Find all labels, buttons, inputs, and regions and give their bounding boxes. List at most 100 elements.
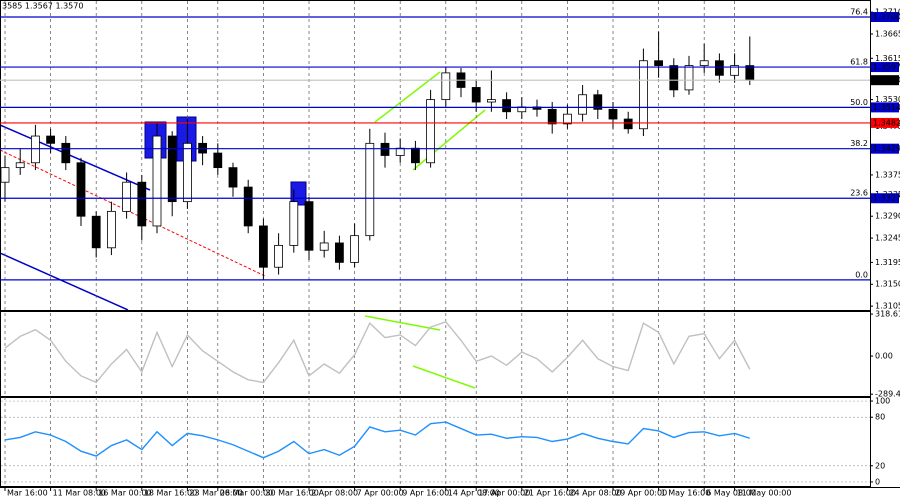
trend-line (0, 252, 129, 311)
candle-body (182, 142, 192, 203)
fib-label: 23.6 (850, 189, 868, 198)
candle-body (441, 72, 451, 101)
candle-body (639, 60, 648, 130)
candle-body (61, 142, 71, 164)
y-tick-label: 1.3530 (875, 95, 900, 104)
candle-body (608, 108, 618, 120)
price-box-label: 1.3514 (873, 103, 900, 112)
candle-body (578, 94, 587, 115)
x-tick-label: 6 May 08:00 (706, 489, 756, 498)
candle-body (730, 65, 739, 76)
y-tick-label: 0 (875, 477, 880, 486)
candle-body (380, 142, 390, 156)
trend-line (0, 149, 266, 277)
price-box (871, 117, 899, 128)
candle-body (563, 113, 572, 125)
fib-label: 38.2 (850, 139, 868, 148)
candle-body (395, 147, 405, 156)
price-box (871, 102, 899, 113)
divergence-line (364, 315, 441, 331)
candle-body (410, 147, 420, 164)
x-tick-label: 21 Apr 16:00 (524, 489, 576, 498)
candle-body (502, 99, 512, 113)
x-tick-label: 30 Mar 16:00 (265, 489, 318, 498)
trend-line (0, 124, 151, 191)
x-tick-label: 24 Apr 08:00 (569, 489, 621, 498)
price-box (871, 75, 899, 86)
panel-frame (0, 0, 871, 311)
candle-body (684, 65, 694, 91)
zone-box (290, 181, 307, 206)
indicator-line (4, 320, 751, 384)
candle-body (623, 118, 633, 130)
candle-body (258, 225, 268, 268)
fib-label: 0.0 (855, 270, 868, 279)
candle-body (274, 244, 284, 268)
x-tick-label: 16 Mar 00:00 (98, 489, 151, 498)
y-tick-label: 1.3290 (875, 212, 900, 221)
candle-body (137, 181, 147, 227)
x-tick-label: 18 Mar 16:00 (144, 489, 197, 498)
candle-body (654, 60, 663, 66)
candle-body (152, 135, 162, 227)
y-tick-label: 318.6161 (875, 310, 900, 319)
x-tick-label: 1 May 16:00 (661, 489, 711, 498)
y-tick-label: 1.3195 (875, 258, 900, 267)
price-box-label: 1.3570 (873, 76, 900, 85)
y-tick-label: 1.3150 (875, 280, 900, 289)
price-box-label: 1.3700 (873, 13, 900, 22)
y-tick-label: 1.3245 (875, 234, 900, 243)
y-tick-label: 20 (875, 461, 885, 470)
x-tick-label: 11 May 00:00 (737, 489, 792, 498)
price-box (871, 12, 899, 23)
price-box (871, 62, 899, 73)
y-tick-label: -289.493 (875, 390, 900, 399)
candle-body (334, 242, 344, 263)
y-tick-label: 1.3375 (875, 170, 900, 179)
candle-body (365, 142, 375, 237)
candle-body (547, 108, 557, 125)
y-tick-label: 1.3665 (875, 30, 900, 39)
x-tick-label: 17 Apr 00:00 (478, 489, 530, 498)
candle-body (745, 65, 755, 81)
candle-body (76, 162, 86, 217)
panel-frame (0, 311, 871, 397)
price-box-label: 1.3327 (873, 194, 900, 203)
candle-body (15, 162, 25, 169)
candle-body (243, 186, 253, 227)
candle-body (669, 65, 679, 91)
candle-body (350, 235, 360, 263)
price-box-label: 1.3597 (873, 63, 900, 72)
header-text: 3585 1.3567 1.3570 (2, 2, 83, 11)
candle-body (426, 99, 436, 164)
candle-body (30, 135, 40, 164)
candle-body (471, 87, 481, 103)
candle-body (699, 60, 709, 66)
fib-label: 76.4 (850, 8, 868, 17)
y-tick-label: 100 (875, 397, 890, 406)
candle-body (91, 215, 101, 249)
indicator-line (4, 421, 751, 459)
candle-body (0, 167, 10, 183)
x-tick-label: Mar 16:00 (7, 489, 48, 498)
divergence-line (412, 365, 476, 389)
price-box-label: 1.3482 (873, 118, 900, 127)
y-tick-label: 1.3105 (875, 302, 900, 311)
candle-body (167, 135, 177, 203)
x-tick-label: 26 Mar 00:00 (220, 489, 273, 498)
candle-body (319, 242, 329, 251)
x-tick-label: 9 Apr 16:00 (402, 489, 449, 498)
candle-body (593, 94, 603, 110)
candle-body (46, 135, 55, 144)
candle-body (107, 210, 116, 249)
candle-body (304, 201, 314, 251)
candle-body (122, 181, 131, 212)
y-tick-label: 80 (875, 413, 885, 422)
x-tick-label: 7 Apr 00:00 (357, 489, 404, 498)
candle-body (715, 60, 724, 76)
price-box-label: 1.3429 (873, 144, 900, 153)
candle-body (289, 201, 299, 246)
x-tick-label: 29 Apr 00:00 (615, 489, 667, 498)
x-tick-label: 2 Apr 08:00 (311, 489, 358, 498)
